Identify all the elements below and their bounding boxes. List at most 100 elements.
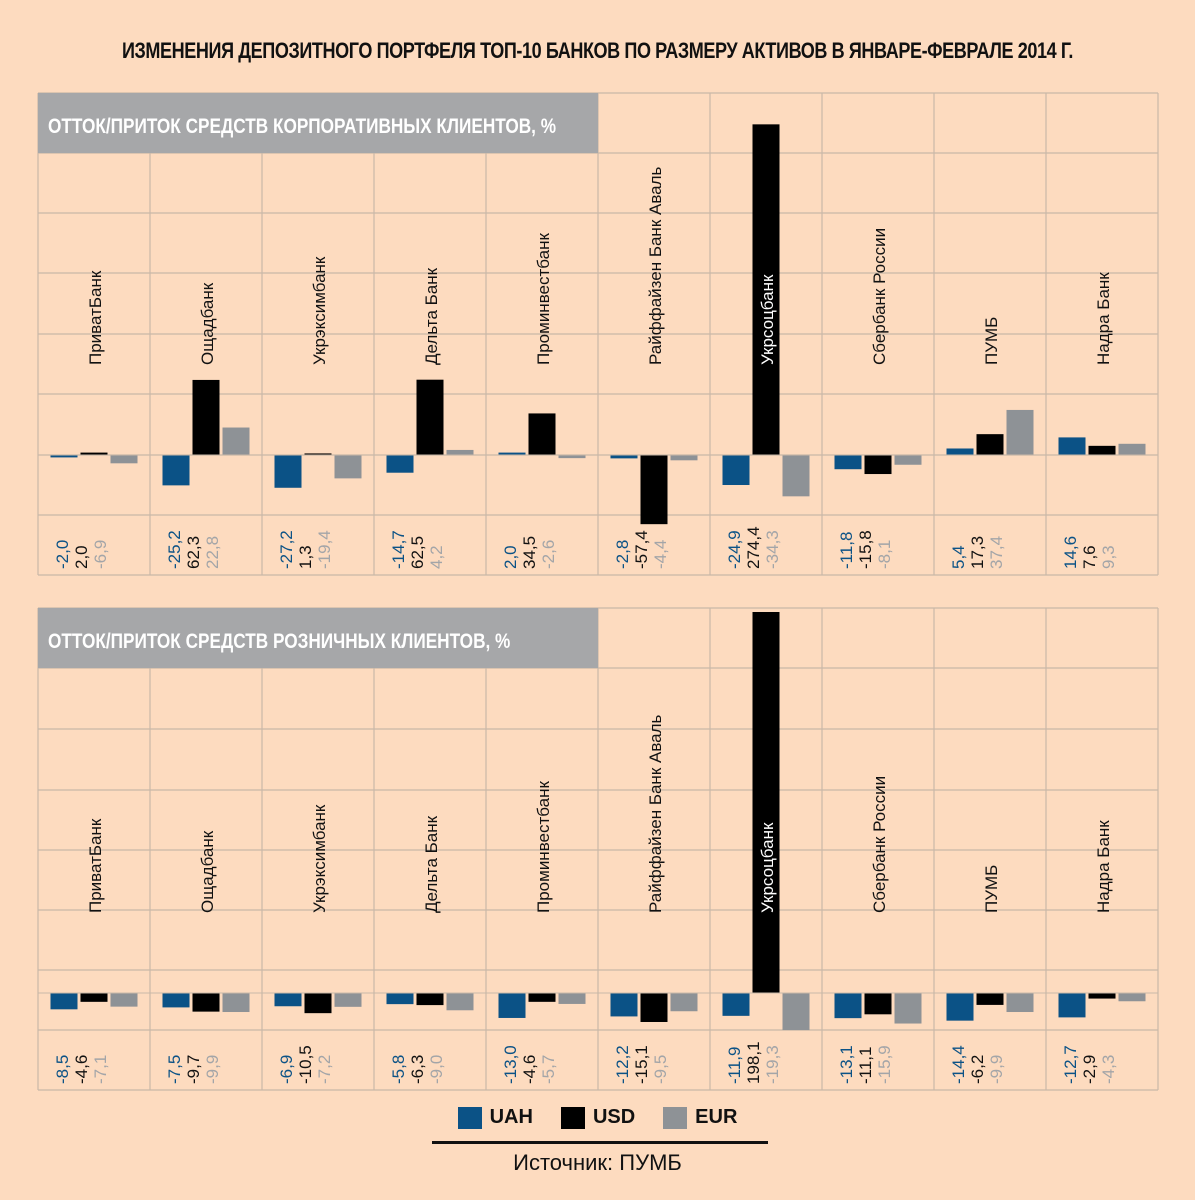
data-label-usd: -4,6 xyxy=(72,1055,91,1084)
data-label-eur: -19,4 xyxy=(315,530,334,569)
bar-eur xyxy=(1006,409,1034,455)
chart-panel-corporate: ОТТОК/ПРИТОК СРЕДСТВ КОРПОРАТИВНЫХ КЛИЕН… xyxy=(37,92,1159,576)
panel-header-band xyxy=(38,93,598,153)
bar-eur xyxy=(894,455,922,465)
legend-swatch-eur xyxy=(663,1106,688,1129)
category-label: Надра Банк xyxy=(1094,820,1113,913)
data-label-eur: -9,9 xyxy=(987,1055,1006,1084)
bar-uah xyxy=(498,452,526,455)
category-label: Сбербанк России xyxy=(870,776,889,913)
bar-eur xyxy=(670,993,698,1012)
data-label-eur: -9,9 xyxy=(203,1055,222,1084)
data-label-uah: -12,2 xyxy=(613,1045,632,1084)
bar-eur xyxy=(110,993,138,1007)
bar-usd xyxy=(640,455,668,525)
data-label-eur: -2,6 xyxy=(539,540,558,569)
category-label: ПУМБ xyxy=(982,317,1001,365)
data-label-eur: -4,3 xyxy=(1099,1055,1118,1084)
data-label-usd: 7,6 xyxy=(1080,545,1099,569)
data-label-uah: -2,0 xyxy=(53,540,72,569)
data-label-uah: 2,0 xyxy=(501,545,520,569)
legend-label-usd: USD xyxy=(592,1106,636,1128)
data-label-uah: -24,9 xyxy=(725,530,744,569)
data-label-usd: -6,2 xyxy=(968,1055,987,1084)
data-label-usd: 198,1 xyxy=(744,1041,763,1084)
data-label-eur: -34,3 xyxy=(763,530,782,569)
category-label: Надра Банк xyxy=(1094,272,1113,365)
bar-usd xyxy=(80,452,108,455)
bar-usd xyxy=(304,453,332,456)
data-label-eur: -7,2 xyxy=(315,1055,334,1084)
data-label-uah: -5,8 xyxy=(389,1055,408,1084)
bar-uah xyxy=(50,455,78,458)
bar-eur xyxy=(782,455,810,497)
bar-usd xyxy=(528,413,556,455)
data-label-usd: -15,1 xyxy=(632,1045,651,1084)
bar-eur xyxy=(446,449,474,455)
legend-item-usd: USD xyxy=(560,1106,636,1129)
bar-eur xyxy=(334,455,362,479)
bar-uah xyxy=(946,993,974,1021)
category-label: Райффайзен Банк Аваль xyxy=(646,166,665,365)
bar-eur xyxy=(1118,993,1146,1002)
bar-uah xyxy=(722,993,750,1016)
data-label-uah: -7,5 xyxy=(165,1055,184,1084)
bar-eur xyxy=(446,993,474,1011)
data-label-uah: -11,9 xyxy=(725,1047,744,1085)
legend-item-uah: UAH xyxy=(457,1106,533,1129)
data-label-usd: -2,9 xyxy=(1080,1055,1099,1084)
bar-uah xyxy=(498,993,526,1018)
bar-usd xyxy=(976,993,1004,1005)
data-label-eur: -7,1 xyxy=(91,1055,110,1084)
category-label: Райффайзен Банк Аваль xyxy=(646,714,665,913)
data-label-usd: 62,3 xyxy=(184,536,203,569)
bar-uah xyxy=(386,455,414,473)
data-label-uah: -14,7 xyxy=(389,530,408,569)
bar-eur xyxy=(334,993,362,1007)
category-label: Сбербанк России xyxy=(870,228,889,365)
chart-panel-retail: ОТТОК/ПРИТОК СРЕДСТВ РОЗНИЧНЫХ КЛИЕНТОВ,… xyxy=(37,607,1159,1091)
data-label-usd: -4,6 xyxy=(520,1055,539,1084)
category-label: Проминвестбанк xyxy=(534,233,553,365)
data-label-usd: 62,5 xyxy=(408,536,427,569)
legend-item-eur: EUR xyxy=(663,1106,737,1129)
panel-header-band xyxy=(38,608,598,668)
bar-usd xyxy=(192,993,220,1012)
data-label-usd: 2,0 xyxy=(72,545,91,569)
bar-usd xyxy=(976,434,1004,455)
category-label: Ощадбанк xyxy=(198,282,217,365)
data-label-usd: 1,3 xyxy=(296,545,315,569)
bar-eur xyxy=(782,993,810,1031)
data-label-eur: -6,9 xyxy=(91,540,110,569)
category-label-overlay: Укрсоцбанк xyxy=(758,822,777,913)
bar-uah xyxy=(834,455,862,470)
bar-eur xyxy=(1118,443,1146,455)
bar-uah xyxy=(946,448,974,455)
bar-usd xyxy=(752,124,780,456)
bar-eur xyxy=(558,455,586,459)
category-label: Дельта Банк xyxy=(422,267,441,365)
panel-title: ОТТОК/ПРИТОК СРЕДСТВ КОРПОРАТИВНЫХ КЛИЕН… xyxy=(48,116,556,139)
bar-uah xyxy=(162,455,190,486)
bar-uah xyxy=(610,993,638,1017)
bar-uah xyxy=(386,993,414,1005)
data-label-usd: -6,3 xyxy=(408,1055,427,1084)
bar-usd xyxy=(864,455,892,475)
data-label-uah: -13,1 xyxy=(837,1045,856,1084)
data-label-eur: 4,2 xyxy=(427,545,446,569)
data-label-uah: -13,0 xyxy=(501,1045,520,1084)
data-label-usd: 274,4 xyxy=(744,526,763,569)
data-label-eur: -19,3 xyxy=(763,1045,782,1084)
bar-uah xyxy=(1058,993,1086,1018)
bar-usd xyxy=(416,379,444,455)
source-note: Источник: ПУМБ xyxy=(513,1150,682,1175)
bar-usd xyxy=(304,993,332,1014)
data-label-usd: 17,3 xyxy=(968,536,987,569)
bar-uah xyxy=(274,993,302,1007)
data-label-uah: -12,7 xyxy=(1061,1045,1080,1084)
data-label-uah: -2,8 xyxy=(613,540,632,569)
bar-eur xyxy=(222,993,250,1013)
data-label-uah: -14,4 xyxy=(949,1045,968,1084)
data-label-eur: 22,8 xyxy=(203,536,222,569)
